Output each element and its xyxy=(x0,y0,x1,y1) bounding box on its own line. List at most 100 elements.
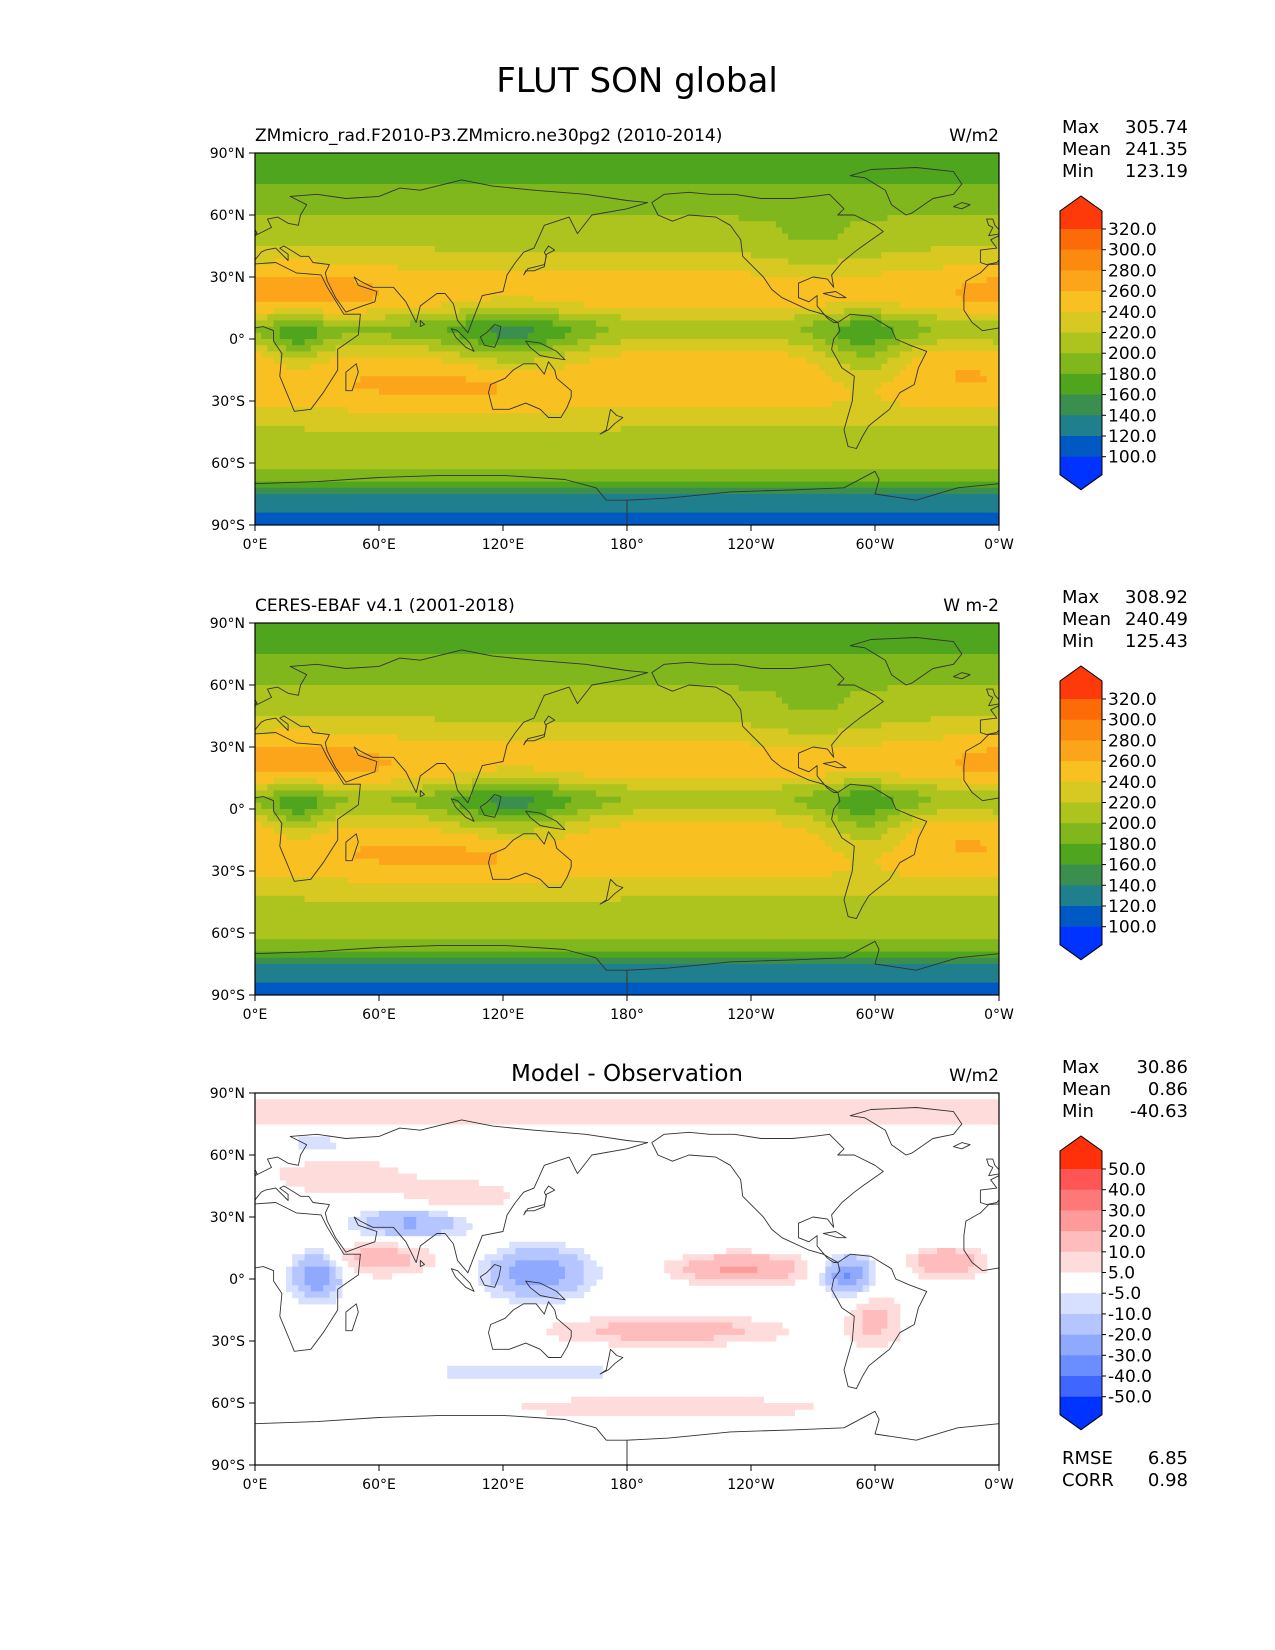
stat-value-min: 123.19 xyxy=(1125,161,1188,182)
panel-units: W/m2 xyxy=(949,1066,999,1086)
lon-tick-label: 0°E xyxy=(243,1007,268,1023)
colorbar-label: 40.0 xyxy=(1108,1181,1146,1201)
lat-tick-label: 90°S xyxy=(211,518,245,534)
newguinea-coastline xyxy=(525,1280,566,1301)
lat-tick-label: 30°N xyxy=(210,740,245,756)
lat-tick-label: 60°N xyxy=(210,1148,245,1164)
australia-coastline xyxy=(1233,1302,1275,1358)
uk-coastline xyxy=(986,218,999,237)
sumatra-coastline xyxy=(1195,799,1218,822)
colorbar-segment xyxy=(1060,906,1102,928)
greenland-coastline xyxy=(106,168,218,216)
lat-tick-label: 0° xyxy=(229,1272,245,1288)
colorbar-segment xyxy=(1060,843,1102,866)
colorbar-label: 200.0 xyxy=(1108,344,1157,364)
lon-tick-label: 0°E xyxy=(243,537,268,553)
stat-label-max: Max xyxy=(1062,587,1100,608)
borneo-coastline xyxy=(1224,1265,1245,1288)
map-field-model xyxy=(0,153,1275,525)
madagascar-coastline xyxy=(345,363,359,392)
colorbar-segment xyxy=(1060,1272,1102,1294)
lat-tick-label: 60°S xyxy=(211,926,245,942)
colorbar-label: 280.0 xyxy=(1108,261,1157,281)
stat-value-corr: 0.98 xyxy=(1148,1470,1188,1491)
map-field-diff xyxy=(88,1099,1275,1465)
uk-coastline xyxy=(986,688,999,707)
srilanka-coastline xyxy=(1164,1260,1168,1266)
lon-tick-label: 120°W xyxy=(727,1477,775,1493)
colorbar-label: 200.0 xyxy=(1108,814,1157,834)
stat-value-max: 30.86 xyxy=(1136,1057,1188,1078)
stat-label-mean: Mean xyxy=(1062,139,1111,160)
greenland-coastline xyxy=(849,1107,963,1156)
colorbar-extend-max xyxy=(1060,196,1102,229)
africa-coastline xyxy=(255,262,361,412)
australia-coastline xyxy=(1233,362,1275,418)
colorbar-label: 280.0 xyxy=(1108,731,1157,751)
lat-tick-label: 90°N xyxy=(210,616,245,632)
cuba-coastline xyxy=(822,761,847,769)
antarctica-coastline xyxy=(626,470,999,525)
eurasia-coastline xyxy=(255,649,649,804)
stat-value-mean: 240.49 xyxy=(1125,609,1188,630)
lon-tick-label: 180° xyxy=(610,537,644,553)
colorbar-extend-max xyxy=(1060,666,1102,699)
australia-coastline xyxy=(488,361,572,418)
stat-label-mean: Mean xyxy=(1062,1079,1111,1100)
colorbar-label: 100.0 xyxy=(1108,448,1157,468)
colorbar-label: 160.0 xyxy=(1108,386,1157,406)
colorbar-label: 140.0 xyxy=(1108,876,1157,896)
uk-coastline xyxy=(986,1158,999,1177)
lat-tick-label: 90°S xyxy=(211,988,245,1004)
cuba-coastline xyxy=(79,292,102,298)
panel-obs: 90°N 60°N 30°N 0° 30°S 60°S 90°S 0°E 60°E 120°E 18… xyxy=(0,587,1218,1023)
uk-coastline xyxy=(255,698,258,705)
colorbar-label: 140.0 xyxy=(1108,406,1157,426)
stat-label-min: Min xyxy=(1062,1101,1094,1122)
lat-tick-label: 30°S xyxy=(211,864,245,880)
nz-coastline xyxy=(599,408,624,435)
stat-label-rmse: RMSE xyxy=(1062,1448,1113,1469)
lon-tick-label: 120°E xyxy=(482,1007,525,1023)
japan-coastline xyxy=(523,1185,556,1216)
colorbar-label: 220.0 xyxy=(1108,324,1157,344)
eurasia-coastline xyxy=(255,179,649,334)
colorbar-label: 240.0 xyxy=(1108,773,1157,793)
lon-tick-label: 60°E xyxy=(362,1007,396,1023)
srilanka-coastline xyxy=(1164,790,1168,796)
panel-title-left: CERES-EBAF v4.1 (2001-2018) xyxy=(255,596,515,616)
sumatra-coastline xyxy=(450,1268,475,1292)
nz-coastline xyxy=(599,878,624,905)
colorbar-model: 320.0300.0280.0260.0240.0220.0200.0180.0… xyxy=(1059,195,1157,491)
colorbar-extend-min xyxy=(1060,1396,1102,1430)
colorbar-label: 30.0 xyxy=(1108,1201,1146,1221)
colorbar-segment xyxy=(1060,373,1102,396)
sumatra-coastline xyxy=(1195,329,1218,352)
lat-tick-label: 30°N xyxy=(210,270,245,286)
namerica-coastline xyxy=(0,662,139,792)
australia-coastline xyxy=(488,831,572,888)
newguinea-coastline xyxy=(1270,1281,1275,1300)
antarctica-coastline xyxy=(626,940,999,995)
colorbar-label: 300.0 xyxy=(1108,711,1157,731)
colorbar-label: 180.0 xyxy=(1108,365,1157,385)
colorbar-label: 180.0 xyxy=(1108,835,1157,855)
japan-coastline xyxy=(1268,1186,1275,1215)
lon-tick-label: 0°W xyxy=(984,1007,1014,1023)
lat-tick-label: 60°N xyxy=(210,678,245,694)
australia-coastline xyxy=(488,1301,572,1358)
colorbar-segment xyxy=(1060,1189,1102,1211)
colorbar-label: -20.0 xyxy=(1108,1326,1152,1346)
namerica-coastline xyxy=(0,192,139,322)
cuba-coastline xyxy=(822,291,847,299)
colorbar-label: 120.0 xyxy=(1108,897,1157,917)
lon-tick-label: 60°W xyxy=(856,1477,895,1493)
borneo-coastline xyxy=(479,324,502,348)
lat-tick-label: 60°S xyxy=(211,456,245,472)
lon-tick-label: 180° xyxy=(610,1477,644,1493)
srilanka-coastline xyxy=(419,789,425,798)
lat-tick-label: 30°S xyxy=(211,1334,245,1350)
samerica-coastline xyxy=(88,1254,183,1388)
samerica-coastline xyxy=(831,1253,928,1389)
lon-tick-label: 60°E xyxy=(362,537,396,553)
